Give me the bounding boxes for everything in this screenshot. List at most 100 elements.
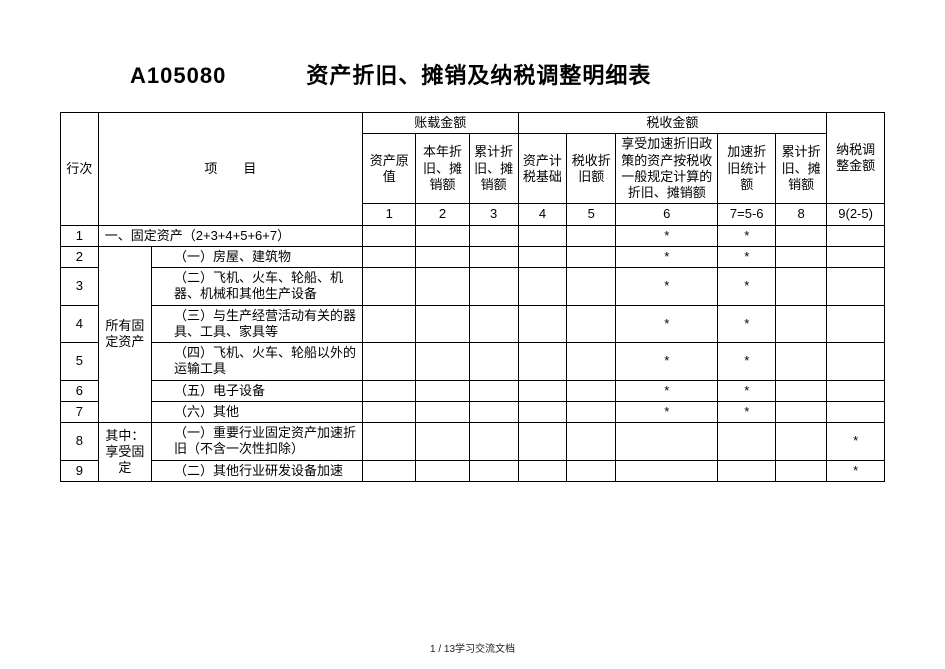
cell: * — [616, 380, 718, 401]
col-c7: 加速折旧统计额 — [718, 134, 776, 204]
cell: * — [827, 460, 885, 481]
cell — [518, 423, 567, 461]
cell — [469, 268, 518, 306]
cell: * — [718, 343, 776, 381]
cell — [518, 460, 567, 481]
cell: * — [718, 305, 776, 343]
cell — [567, 225, 616, 246]
cell — [718, 423, 776, 461]
cell — [363, 423, 416, 461]
col-n7: 7=5-6 — [718, 204, 776, 225]
cell — [469, 401, 518, 422]
col-group-book: 账载金额 — [363, 113, 518, 134]
cell — [567, 401, 616, 422]
cell — [416, 401, 469, 422]
cell — [567, 460, 616, 481]
col-c9: 纳税调整金额 — [827, 113, 885, 204]
cell — [776, 343, 827, 381]
cell — [567, 423, 616, 461]
table-body: 1 一、固定资产（2+3+4+5+6+7） * * 2 所有固定资产 （一）房屋… — [61, 225, 885, 481]
cell — [518, 246, 567, 267]
cell — [827, 343, 885, 381]
form-title: 资产折旧、摊销及纳税调整明细表 — [306, 58, 651, 90]
cell — [363, 305, 416, 343]
table-row: 8 其中：享受固定 （一）重要行业固定资产加速折旧（不含一次性扣除） * — [61, 423, 885, 461]
cell-item: （五）电子设备 — [152, 380, 363, 401]
cell: * — [718, 246, 776, 267]
cell-item: （二）其他行业研发设备加速 — [152, 460, 363, 481]
col-c4: 资产计税基础 — [518, 134, 567, 204]
cell — [567, 268, 616, 306]
cell — [469, 460, 518, 481]
cell: * — [616, 305, 718, 343]
col-n3: 3 — [469, 204, 518, 225]
col-n8: 8 — [776, 204, 827, 225]
cell-item: （三）与生产经营活动有关的器具、工具、家具等 — [152, 305, 363, 343]
cell — [363, 460, 416, 481]
cell — [776, 246, 827, 267]
col-c3: 累计折旧、摊销额 — [469, 134, 518, 204]
cell — [416, 460, 469, 481]
cell — [827, 246, 885, 267]
cell — [469, 225, 518, 246]
cell-item: （二）飞机、火车、轮船、机器、机械和其他生产设备 — [152, 268, 363, 306]
col-n9: 9(2-5) — [827, 204, 885, 225]
cell — [363, 380, 416, 401]
col-row-no: 行次 — [61, 113, 99, 226]
cell — [469, 380, 518, 401]
table-row: 6 （五）电子设备 * * — [61, 380, 885, 401]
cell-item: （一）重要行业固定资产加速折旧（不含一次性扣除） — [152, 423, 363, 461]
table-row: 1 一、固定资产（2+3+4+5+6+7） * * — [61, 225, 885, 246]
cell-no: 8 — [61, 423, 99, 461]
cell: * — [718, 401, 776, 422]
cell-item: （一）房屋、建筑物 — [152, 246, 363, 267]
col-n5: 5 — [567, 204, 616, 225]
col-n4: 4 — [518, 204, 567, 225]
cell — [416, 268, 469, 306]
cell — [469, 246, 518, 267]
cell — [469, 423, 518, 461]
table-row: 9 （二）其他行业研发设备加速 * — [61, 460, 885, 481]
cell-no: 7 — [61, 401, 99, 422]
cell-no: 3 — [61, 268, 99, 306]
cell — [567, 246, 616, 267]
cell — [567, 305, 616, 343]
side-all-fixed: 所有固定资产 — [98, 246, 151, 422]
cell: * — [616, 268, 718, 306]
cell: * — [616, 225, 718, 246]
cell — [518, 343, 567, 381]
cell — [363, 401, 416, 422]
cell — [416, 246, 469, 267]
cell: * — [616, 401, 718, 422]
cell — [827, 380, 885, 401]
cell-no: 6 — [61, 380, 99, 401]
table-head: 行次 项 目 账载金额 税收金额 纳税调整金额 资产原值 本年折旧、摊销额 累计… — [61, 113, 885, 226]
col-c8: 累计折旧、摊销额 — [776, 134, 827, 204]
col-c2: 本年折旧、摊销额 — [416, 134, 469, 204]
cell — [776, 423, 827, 461]
cell — [776, 460, 827, 481]
cell — [518, 401, 567, 422]
cell — [518, 225, 567, 246]
cell — [827, 225, 885, 246]
cell: * — [616, 343, 718, 381]
cell-no: 9 — [61, 460, 99, 481]
cell — [776, 225, 827, 246]
col-c6: 享受加速折旧政策的资产按税收一般规定计算的折旧、摊销额 — [616, 134, 718, 204]
cell — [416, 343, 469, 381]
col-group-tax: 税收金额 — [518, 113, 827, 134]
cell — [827, 305, 885, 343]
cell — [518, 305, 567, 343]
cell — [518, 380, 567, 401]
cell: * — [718, 380, 776, 401]
cell — [416, 305, 469, 343]
cell — [718, 460, 776, 481]
title-row: A105080 资产折旧、摊销及纳税调整明细表 — [60, 58, 885, 90]
table-row: 5 （四）飞机、火车、轮船以外的运输工具 * * — [61, 343, 885, 381]
cell: * — [718, 268, 776, 306]
cell — [616, 423, 718, 461]
cell: * — [827, 423, 885, 461]
cell-no: 1 — [61, 225, 99, 246]
cell — [776, 380, 827, 401]
side-of-which: 其中：享受固定 — [98, 423, 151, 482]
